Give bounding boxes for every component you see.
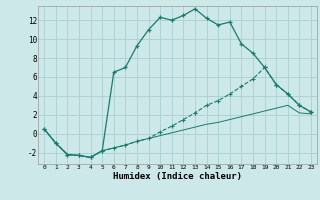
X-axis label: Humidex (Indice chaleur): Humidex (Indice chaleur) — [113, 172, 242, 181]
